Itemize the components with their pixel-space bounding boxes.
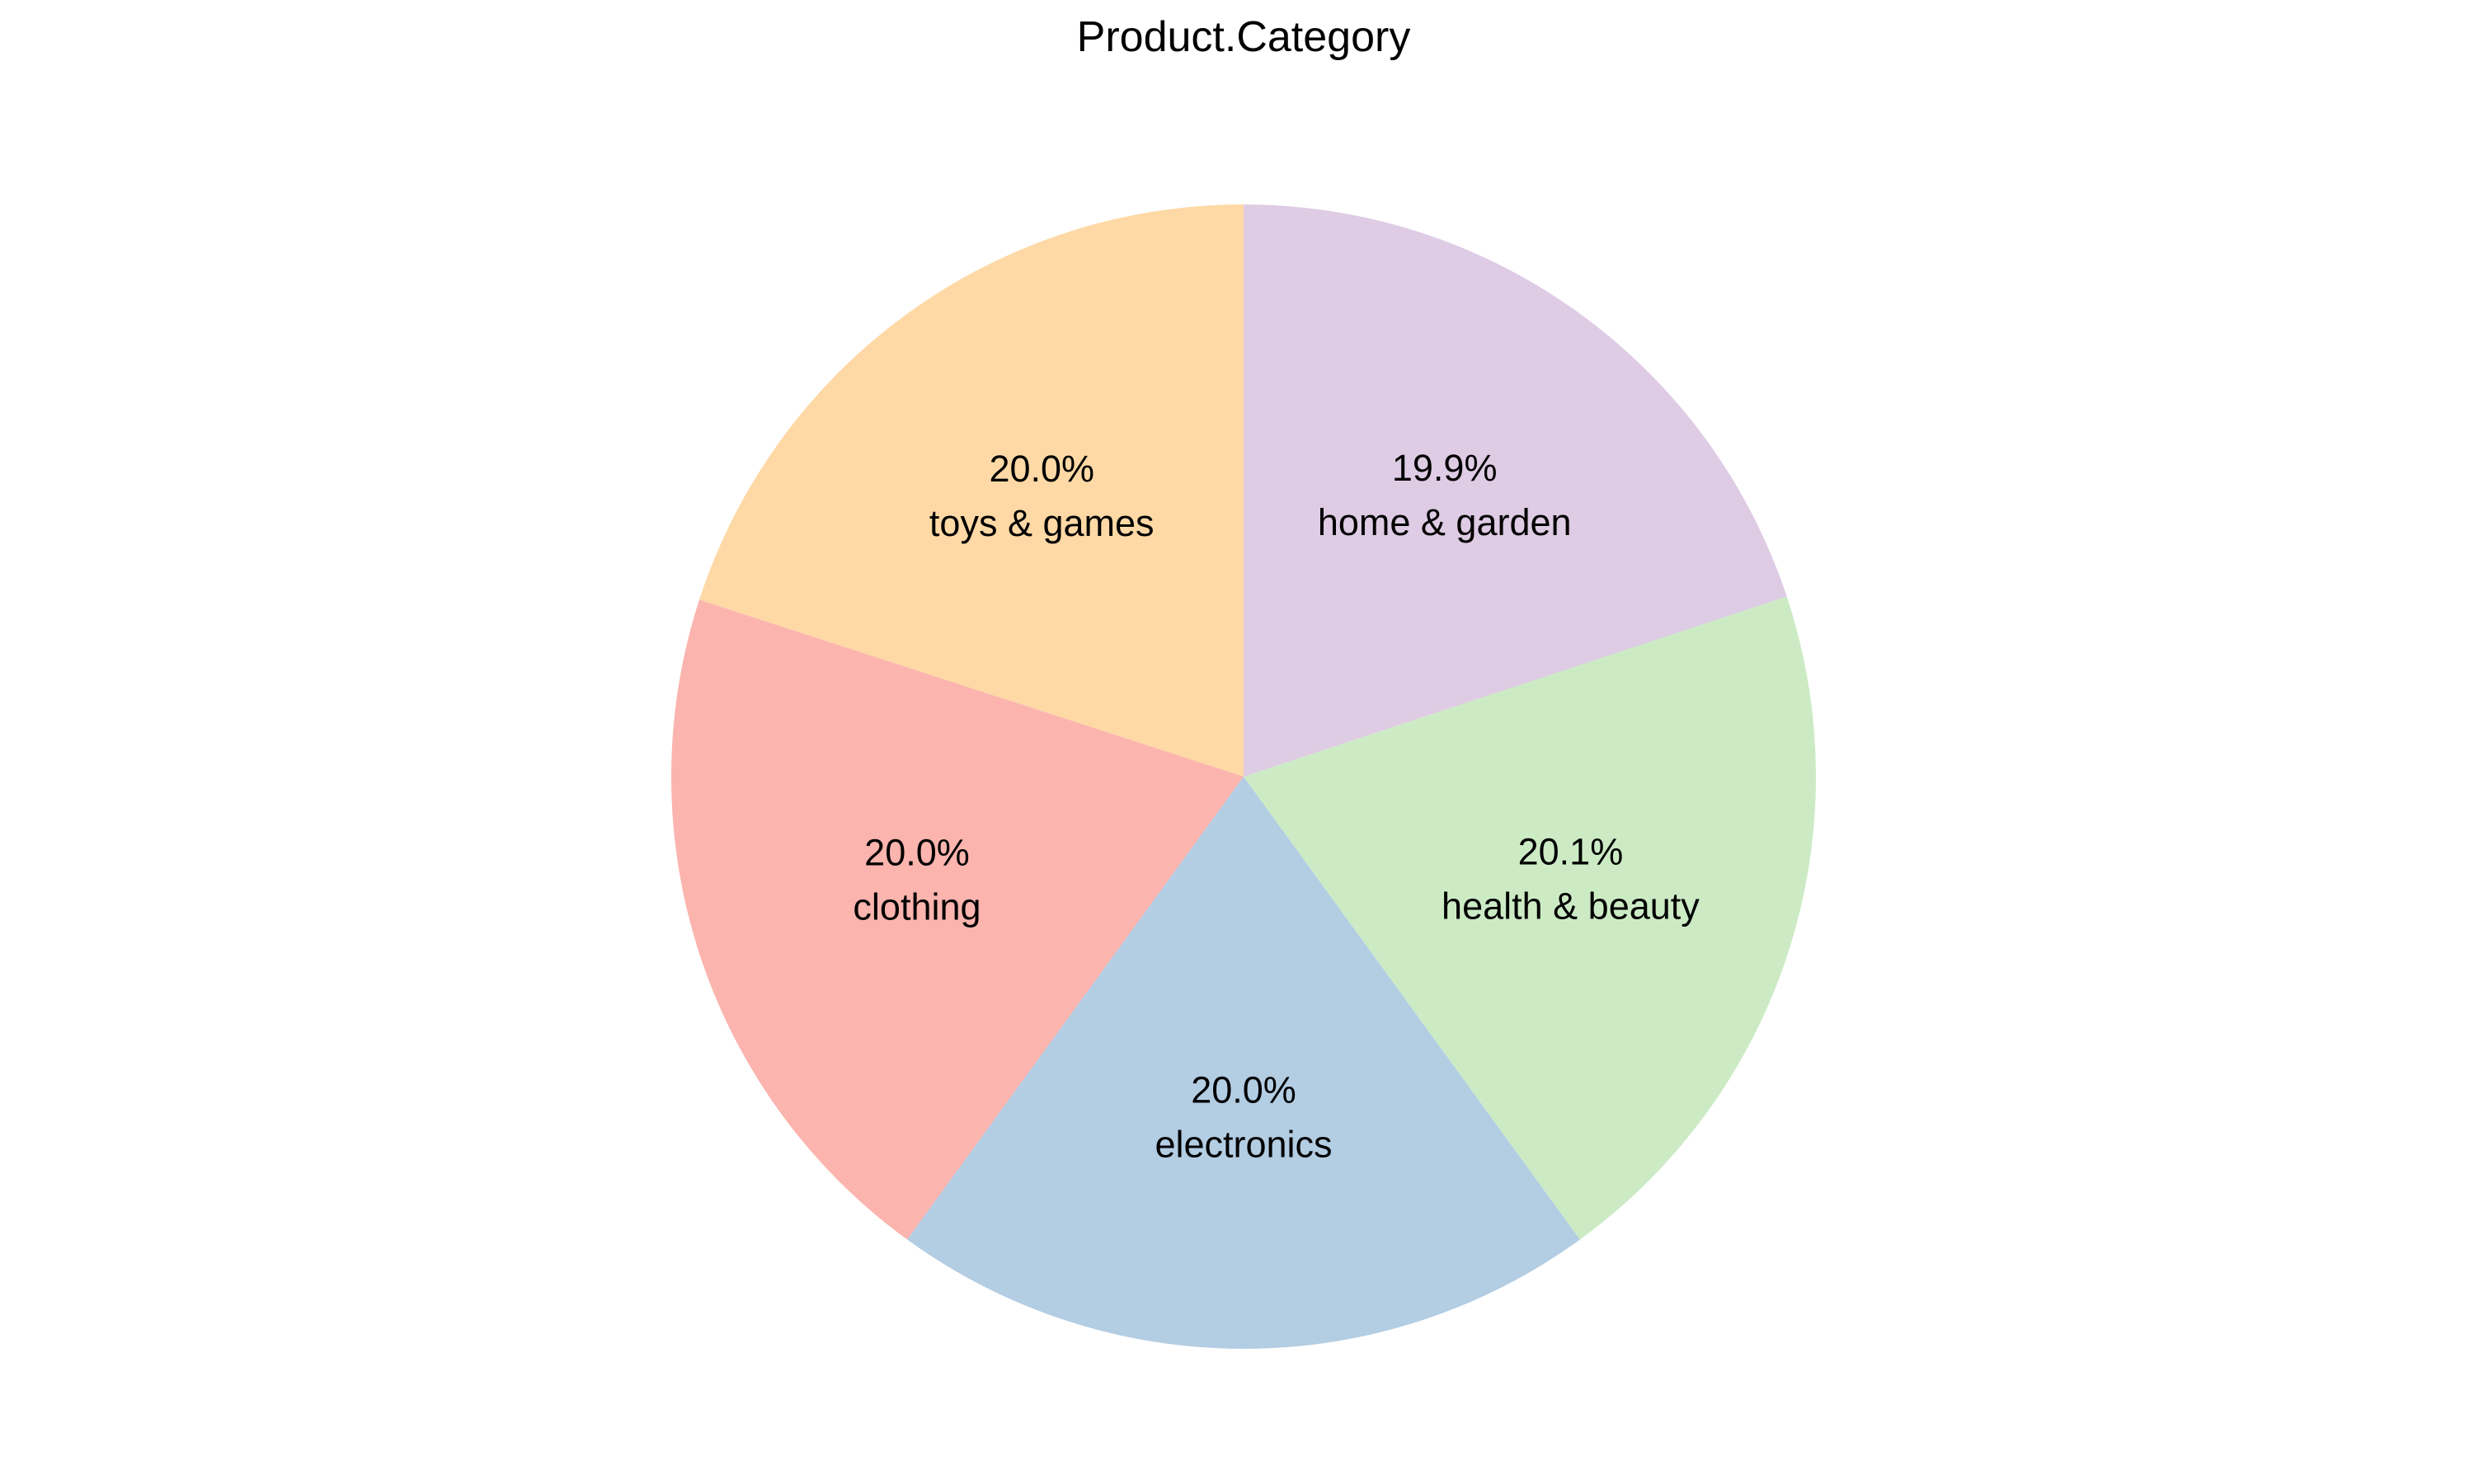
slice-category-label: health & beauty bbox=[1442, 885, 1700, 927]
slice-category-label: home & garden bbox=[1318, 501, 1572, 543]
slice-category-label: toys & games bbox=[929, 502, 1155, 544]
pie-slice-clothing bbox=[671, 599, 1244, 1240]
slice-percent-label: 20.0% bbox=[1191, 1068, 1296, 1111]
slice-category-label: electronics bbox=[1155, 1123, 1332, 1165]
slice-percent-label: 20.0% bbox=[864, 832, 970, 874]
pie-slice-home-and-garden bbox=[1244, 204, 1787, 777]
slice-percent-label: 19.9% bbox=[1392, 447, 1498, 489]
pie-slice-electronics bbox=[907, 777, 1580, 1349]
pie-slice-toys-and-games bbox=[698, 204, 1244, 777]
pie-slice-health-and-beauty bbox=[1244, 596, 1816, 1240]
pie-labels: 20.0% toys & games 20.0% clothing 20.0% elect… bbox=[853, 447, 1700, 1165]
slice-percent-label: 20.0% bbox=[989, 448, 1094, 490]
slice-category-label: clothing bbox=[853, 886, 981, 928]
chart-title: Product.Category bbox=[1077, 13, 1411, 61]
slice-percent-label: 20.1% bbox=[1518, 830, 1624, 872]
pie-slices bbox=[671, 204, 1816, 1349]
